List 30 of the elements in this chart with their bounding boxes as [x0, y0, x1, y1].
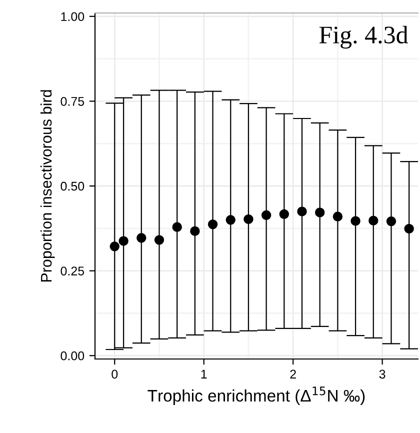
point [404, 224, 414, 234]
point [190, 226, 200, 236]
annotation: Fig. 4.3d [319, 26, 408, 49]
point [386, 216, 396, 226]
y-tick-label: 0.50 [60, 182, 84, 191]
x-tick-label: 2 [290, 370, 296, 378]
point [154, 235, 164, 245]
point [332, 212, 343, 222]
point [261, 210, 272, 220]
point [244, 214, 254, 224]
point [226, 215, 236, 225]
point [279, 209, 290, 220]
point [208, 219, 218, 230]
point [110, 242, 120, 252]
point [172, 222, 182, 232]
y-tick-label: 0.75 [60, 96, 84, 106]
x-tick-label: 3 [379, 370, 386, 379]
point [350, 216, 360, 226]
x-tick-label: 1 [201, 370, 207, 378]
y-tick-label: 0.25 [60, 266, 84, 276]
point [136, 233, 146, 243]
y-axis-title: Proportion insectivorous bird [40, 90, 55, 282]
point [314, 208, 325, 218]
y-tick-label: 1.00 [61, 12, 84, 22]
x-axis-title: Trophic enrichment (Δ$^{15}$N ‰) [148, 386, 365, 405]
y-tick-label: 0.00 [60, 351, 84, 360]
point [297, 206, 307, 216]
x-tick-label: 0 [112, 370, 118, 379]
point [368, 216, 378, 226]
point [118, 236, 128, 246]
